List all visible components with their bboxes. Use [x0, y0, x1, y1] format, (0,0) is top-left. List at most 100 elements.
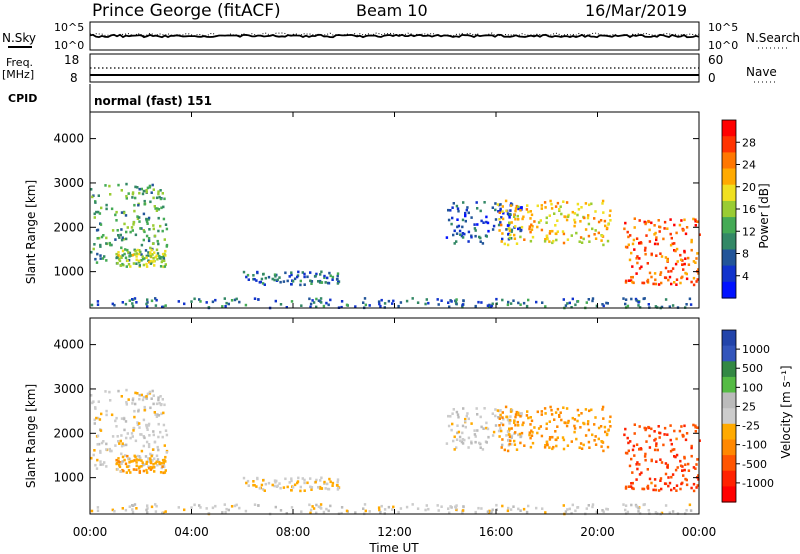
- power-cell: [591, 299, 594, 303]
- power-cell: [518, 226, 522, 230]
- velocity-cell: [108, 447, 111, 451]
- velocity-cell: [296, 480, 300, 483]
- power-cell: [517, 227, 520, 231]
- power-cell: [637, 301, 640, 304]
- power-cell: [668, 275, 672, 279]
- power-cell: [562, 200, 565, 203]
- velocity-cell: [510, 436, 513, 439]
- colorbar-tick-label: 16: [742, 203, 756, 216]
- velocity-cell: [675, 453, 679, 457]
- power-cell: [116, 261, 119, 265]
- power-cell: [505, 228, 508, 231]
- velocity-cell: [145, 395, 148, 398]
- velocity-cell: [652, 488, 655, 492]
- velocity-cell: [137, 409, 140, 413]
- power-cell: [156, 257, 159, 261]
- power-cell: [644, 222, 647, 226]
- velocity-cell: [96, 434, 100, 438]
- freq-panel: Freq. [MHz] 18 8 60 0 Nave: [2, 53, 777, 85]
- power-cell: [306, 275, 309, 279]
- velocity-cell: [659, 479, 662, 482]
- power-cell: [143, 202, 146, 206]
- power-cell: [694, 219, 697, 223]
- velocity-cell: [591, 433, 594, 437]
- power-cell: [594, 210, 597, 213]
- power-cell: [164, 263, 167, 266]
- power-cell: [117, 234, 120, 237]
- power-cell: [164, 249, 167, 253]
- velocity-cell: [125, 436, 128, 440]
- power-cell: [296, 275, 299, 279]
- velocity-cell: [488, 509, 491, 513]
- power-cell: [461, 303, 465, 306]
- velocity-cell: [553, 418, 556, 421]
- velocity-cell: [324, 487, 327, 490]
- velocity-cell: [551, 447, 554, 451]
- velocity-cell: [644, 428, 647, 432]
- power-cell: [322, 304, 326, 308]
- colorbar-tick-label: 12: [742, 225, 756, 238]
- power-cell: [125, 197, 128, 200]
- power-cell: [123, 252, 126, 256]
- power-cell: [273, 273, 277, 276]
- velocity-cell: [132, 427, 136, 430]
- velocity-cell: [638, 448, 641, 451]
- velocity-cell: [242, 476, 246, 480]
- velocity-cell: [562, 406, 565, 409]
- power-cell: [512, 299, 515, 302]
- power-cell: [242, 270, 246, 274]
- velocity-cell: [608, 420, 611, 423]
- velocity-cell: [149, 468, 153, 471]
- velocity-cell: [336, 488, 340, 491]
- velocity-cell: [96, 443, 99, 446]
- power-cell: [562, 232, 566, 236]
- power-cell: [437, 303, 440, 306]
- velocity-cell: [519, 509, 522, 512]
- power-cell: [551, 241, 554, 245]
- power-cell: [161, 259, 164, 262]
- power-cell: [521, 217, 524, 221]
- power-cell: [105, 236, 108, 240]
- velocity-cell: [654, 437, 657, 441]
- velocity-cell: [142, 435, 145, 438]
- power-cell: [134, 196, 137, 200]
- freq-label-top: Freq.: [6, 56, 33, 69]
- velocity-cell: [132, 468, 136, 471]
- velocity-cell: [155, 460, 158, 464]
- power-cell: [622, 297, 625, 300]
- velocity-cell: [155, 415, 159, 418]
- power-cell: [93, 243, 96, 246]
- power-cell: [299, 283, 302, 287]
- power-cell: [609, 209, 612, 213]
- power-cell: [145, 234, 149, 238]
- power-cell: [666, 259, 669, 263]
- power-cell: [690, 238, 693, 242]
- velocity-cell: [681, 433, 684, 437]
- velocity-cell: [546, 443, 549, 447]
- velocity-cell: [561, 436, 565, 439]
- velocity-cell: [635, 505, 638, 508]
- velocity-cell: [478, 441, 481, 445]
- power-cell: [138, 216, 141, 219]
- power-cell: [151, 242, 155, 245]
- velocity-cell: [153, 411, 156, 414]
- power-cell: [271, 277, 274, 281]
- power-cell: [570, 306, 573, 309]
- velocity-cell: [99, 451, 102, 454]
- velocity-cell: [148, 466, 151, 470]
- velocity-cell: [629, 485, 633, 488]
- velocity-cell: [576, 506, 580, 509]
- x-tick-label: 00:00: [73, 525, 108, 539]
- velocity-cell: [453, 435, 456, 439]
- freq-left-tick-bottom: 8: [70, 71, 78, 85]
- velocity-cell: [562, 447, 566, 451]
- velocity-cell: [548, 436, 552, 439]
- velocity-cell: [657, 425, 660, 428]
- power-cell: [555, 232, 558, 236]
- power-cell: [296, 274, 300, 277]
- velocity-cell: [319, 503, 323, 506]
- velocity-cell: [136, 421, 139, 424]
- velocity-cell: [157, 435, 160, 439]
- power-cell: [601, 202, 604, 205]
- power-cell: [630, 251, 633, 255]
